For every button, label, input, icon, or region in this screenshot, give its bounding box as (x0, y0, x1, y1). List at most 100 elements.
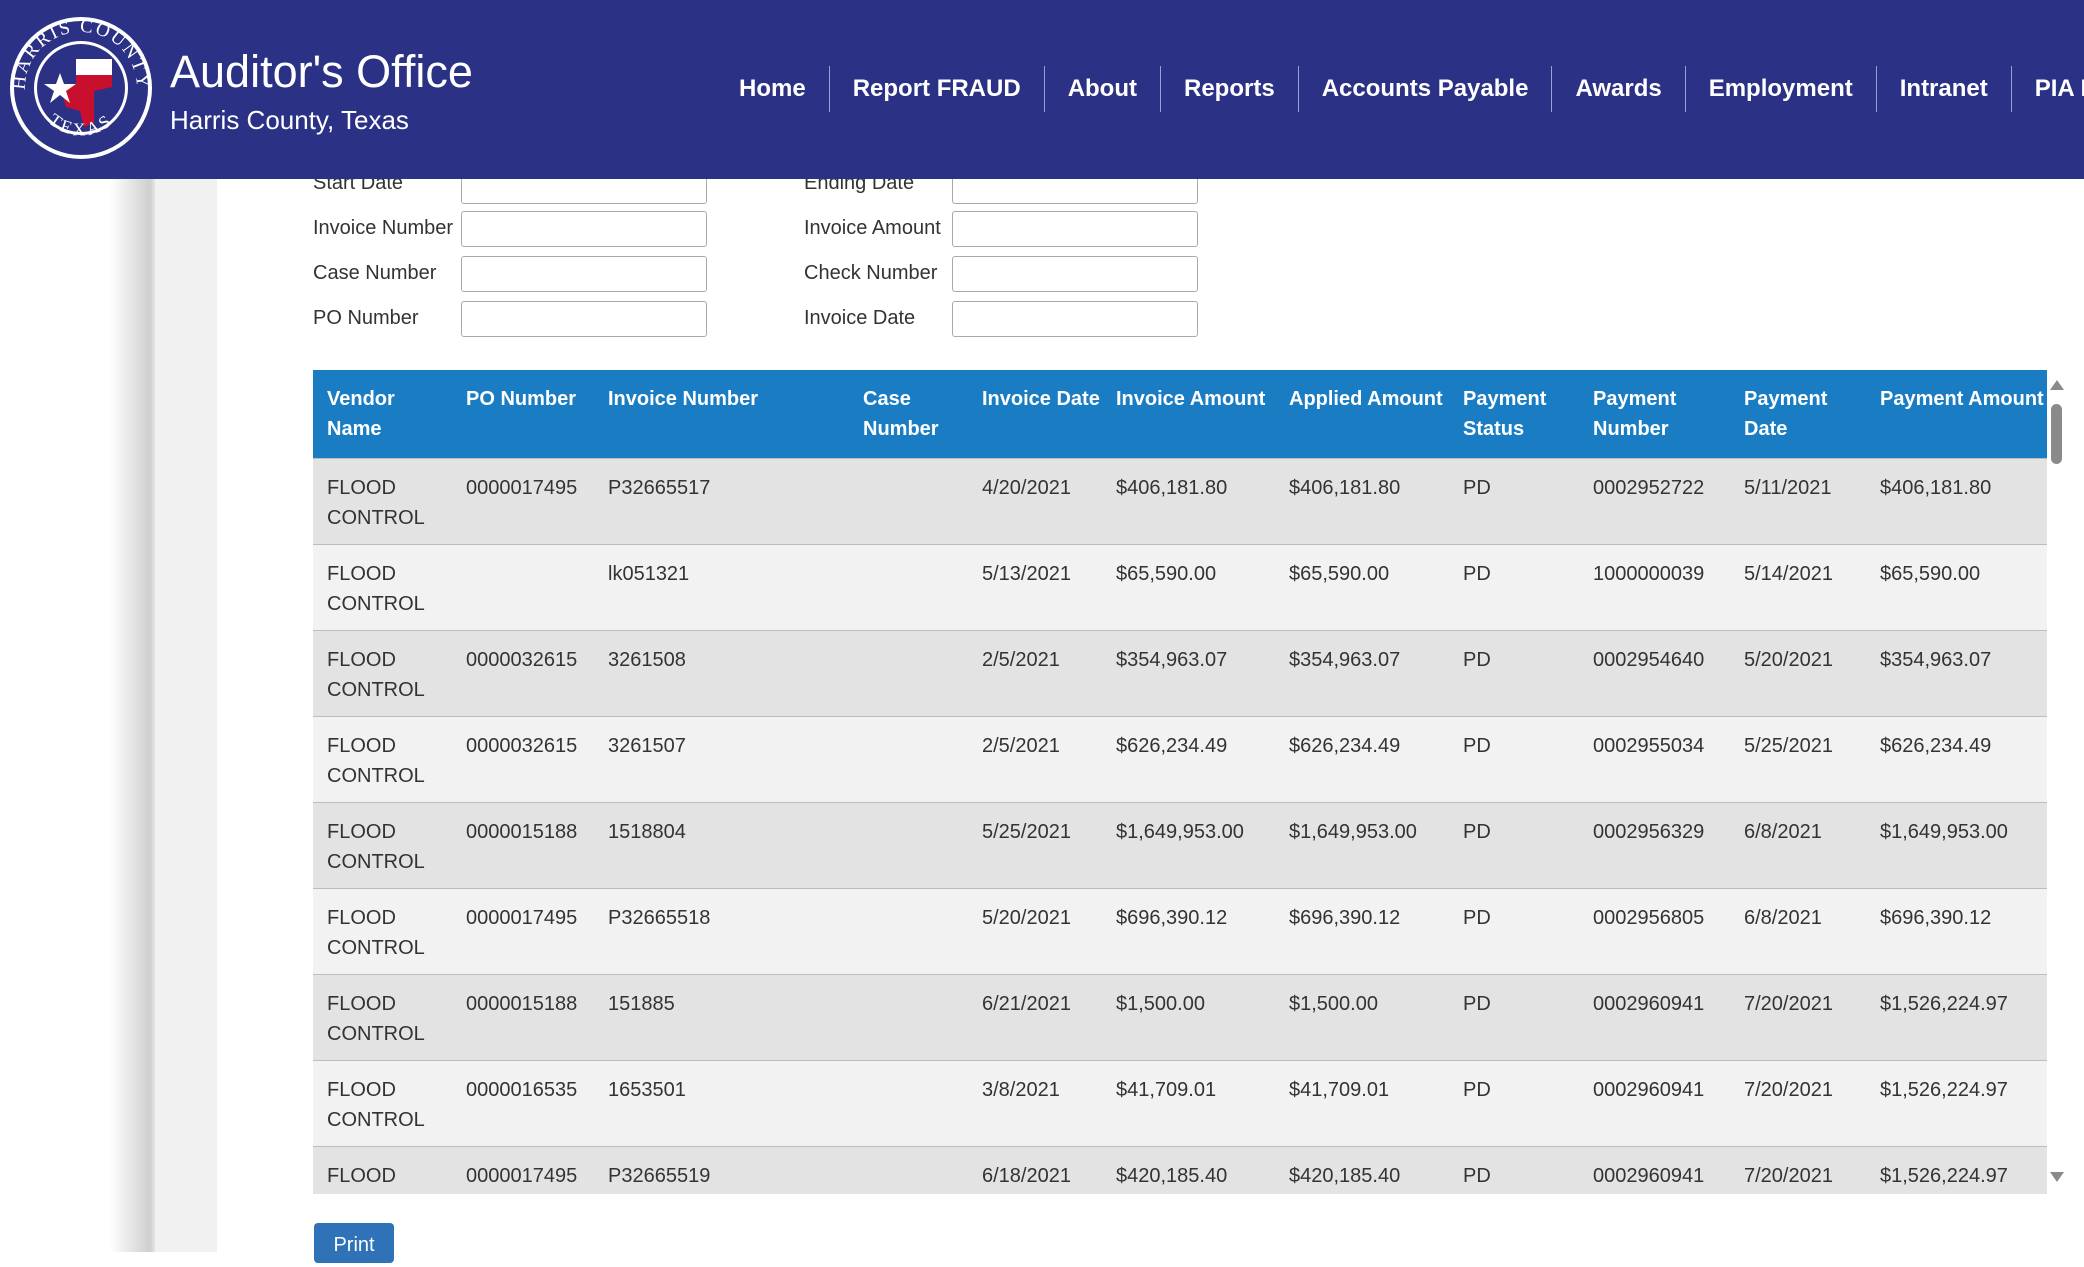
invoice-date-label: Invoice Date (804, 307, 916, 329)
column-header-applied-amount[interactable]: Applied Amount (1275, 370, 1449, 459)
table-row: FLOOD CONTROL lk051321 5/13/2021 $65,590.00… (313, 544, 2047, 631)
column-header-po-number[interactable]: PO Number (452, 370, 594, 459)
cell-payment-date: 7/20/2021 (1730, 974, 1866, 1061)
cell-vendor-name: FLOOD CONTROL (313, 716, 452, 803)
cell-payment-number: 0002960941 (1579, 1146, 1730, 1194)
cell-po-number: 0000017495 (452, 458, 594, 545)
print-button[interactable]: Print (314, 1223, 394, 1263)
invoice-amount-field[interactable] (952, 211, 1198, 247)
case-number-label: Case Number (313, 262, 437, 284)
cell-payment-number: 0002954640 (1579, 630, 1730, 717)
column-header-payment-amount[interactable]: Payment Amount (1866, 370, 2047, 459)
cell-payment-amount: $1,526,224.97 (1866, 974, 2047, 1061)
cell-invoice-number: P32665519 (594, 1146, 849, 1194)
cell-invoice-date: 5/20/2021 (968, 888, 1102, 975)
nav-item-report-fraud[interactable]: Report FRAUD (828, 66, 1044, 112)
cell-case-number (849, 458, 968, 545)
scrollbar-thumb[interactable] (2051, 404, 2062, 464)
check-number-field[interactable] (952, 256, 1198, 292)
column-header-payment-status[interactable]: Payment Status (1449, 370, 1579, 459)
cell-case-number (849, 802, 968, 889)
nav-item-reports[interactable]: Reports (1160, 66, 1298, 112)
nav-item-pia-r[interactable]: PIA R (2010, 66, 2084, 112)
cell-case-number (849, 1060, 968, 1147)
cell-invoice-number: 3261508 (594, 630, 849, 717)
cell-applied-amount: $1,649,953.00 (1275, 802, 1449, 889)
table-row: FLOOD CONTROL 0000017495 P32665518 5/20/202… (313, 888, 2047, 975)
nav-item-about[interactable]: About (1043, 66, 1160, 112)
cell-invoice-date: 5/25/2021 (968, 802, 1102, 889)
table-scrollbar[interactable] (2048, 374, 2066, 1192)
cell-invoice-number: 1518804 (594, 802, 849, 889)
nav-item-intranet[interactable]: Intranet (1875, 66, 2011, 112)
main-nav: Home Report FRAUD About Reports Accounts Pay… (716, 66, 2084, 112)
column-header-payment-number[interactable]: Payment Number (1579, 370, 1730, 459)
cell-vendor-name: FLOOD CONTROL (313, 974, 452, 1061)
cell-invoice-number: P32665518 (594, 888, 849, 975)
cell-payment-amount: $406,181.80 (1866, 458, 2047, 545)
cell-po-number: 0000015188 (452, 974, 594, 1061)
cell-case-number (849, 974, 968, 1061)
cell-invoice-amount: $65,590.00 (1102, 544, 1275, 631)
case-number-field[interactable] (461, 256, 707, 292)
cell-payment-number: 0002956805 (1579, 888, 1730, 975)
cell-payment-status: PD (1449, 802, 1579, 889)
cell-vendor-name: FLOOD CONTROL (313, 458, 452, 545)
scroll-up-arrow-icon[interactable] (2050, 380, 2064, 390)
nav-item-awards[interactable]: Awards (1551, 66, 1684, 112)
cell-payment-date: 7/20/2021 (1730, 1146, 1866, 1194)
cell-invoice-date: 2/5/2021 (968, 630, 1102, 717)
table-row: FLOOD CONTROL 0000032615 3261508 2/5/2021 $3… (313, 630, 2047, 717)
invoice-date-field[interactable] (952, 301, 1198, 337)
cell-applied-amount: $354,963.07 (1275, 630, 1449, 717)
site-title[interactable]: Auditor's Office (170, 46, 473, 97)
site-subtitle: Harris County, Texas (170, 105, 409, 135)
cell-payment-amount: $1,649,953.00 (1866, 802, 2047, 889)
cell-vendor-name: FLOOD CONTROL (313, 1146, 452, 1194)
column-header-case-number[interactable]: Case Number (849, 370, 968, 459)
cell-invoice-date: 6/18/2021 (968, 1146, 1102, 1194)
cell-payment-date: 6/8/2021 (1730, 888, 1866, 975)
cell-invoice-date: 4/20/2021 (968, 458, 1102, 545)
cell-applied-amount: $65,590.00 (1275, 544, 1449, 631)
cell-invoice-number: lk051321 (594, 544, 849, 631)
cell-payment-date: 5/25/2021 (1730, 716, 1866, 803)
cell-payment-number: 0002955034 (1579, 716, 1730, 803)
cell-po-number: 0000016535 (452, 1060, 594, 1147)
results-table-container[interactable]: Vendor Name PO Number Invoice Number Case N… (313, 370, 2047, 1194)
cell-invoice-date: 2/5/2021 (968, 716, 1102, 803)
column-header-payment-date[interactable]: Payment Date (1730, 370, 1866, 459)
cell-payment-status: PD (1449, 1060, 1579, 1147)
nav-item-employment[interactable]: Employment (1684, 66, 1876, 112)
table-row: FLOOD CONTROL 0000015188 151885 6/21/2021 $1… (313, 974, 2047, 1061)
results-table: Vendor Name PO Number Invoice Number Case N… (313, 370, 2047, 1194)
cell-payment-amount: $354,963.07 (1866, 630, 2047, 717)
cell-payment-date: 5/11/2021 (1730, 458, 1866, 545)
cell-invoice-amount: $1,649,953.00 (1102, 802, 1275, 889)
harris-county-seal-icon[interactable]: HARRIS COUNTY TEXAS (8, 15, 154, 161)
po-number-field[interactable] (461, 301, 707, 337)
start-date-field[interactable] (461, 168, 707, 204)
cell-vendor-name: FLOOD CONTROL (313, 888, 452, 975)
nav-item-accounts-payable[interactable]: Accounts Payable (1297, 66, 1552, 112)
cell-payment-number: 1000000039 (1579, 544, 1730, 631)
cell-invoice-number: 3261507 (594, 716, 849, 803)
site-header: HARRIS COUNTY TEXAS Auditor's Office Har… (0, 0, 2084, 179)
scroll-down-arrow-icon[interactable] (2050, 1172, 2064, 1182)
table-row: FLOOD CONTROL 0000017495 P32665517 4/20/202… (313, 458, 2047, 545)
cell-payment-date: 6/8/2021 (1730, 802, 1866, 889)
cell-invoice-amount: $406,181.80 (1102, 458, 1275, 545)
cell-payment-status: PD (1449, 888, 1579, 975)
column-header-invoice-number[interactable]: Invoice Number (594, 370, 849, 459)
cell-payment-amount: $1,526,224.97 (1866, 1146, 2047, 1194)
cell-payment-number: 0002960941 (1579, 1060, 1730, 1147)
invoice-number-field[interactable] (461, 211, 707, 247)
cell-invoice-amount: $354,963.07 (1102, 630, 1275, 717)
cell-vendor-name: FLOOD CONTROL (313, 630, 452, 717)
cell-payment-number: 0002956329 (1579, 802, 1730, 889)
column-header-invoice-amount[interactable]: Invoice Amount (1102, 370, 1275, 459)
column-header-vendor-name[interactable]: Vendor Name (313, 370, 452, 459)
cell-applied-amount: $41,709.01 (1275, 1060, 1449, 1147)
nav-item-home[interactable]: Home (739, 75, 806, 102)
column-header-invoice-date[interactable]: Invoice Date (968, 370, 1102, 459)
